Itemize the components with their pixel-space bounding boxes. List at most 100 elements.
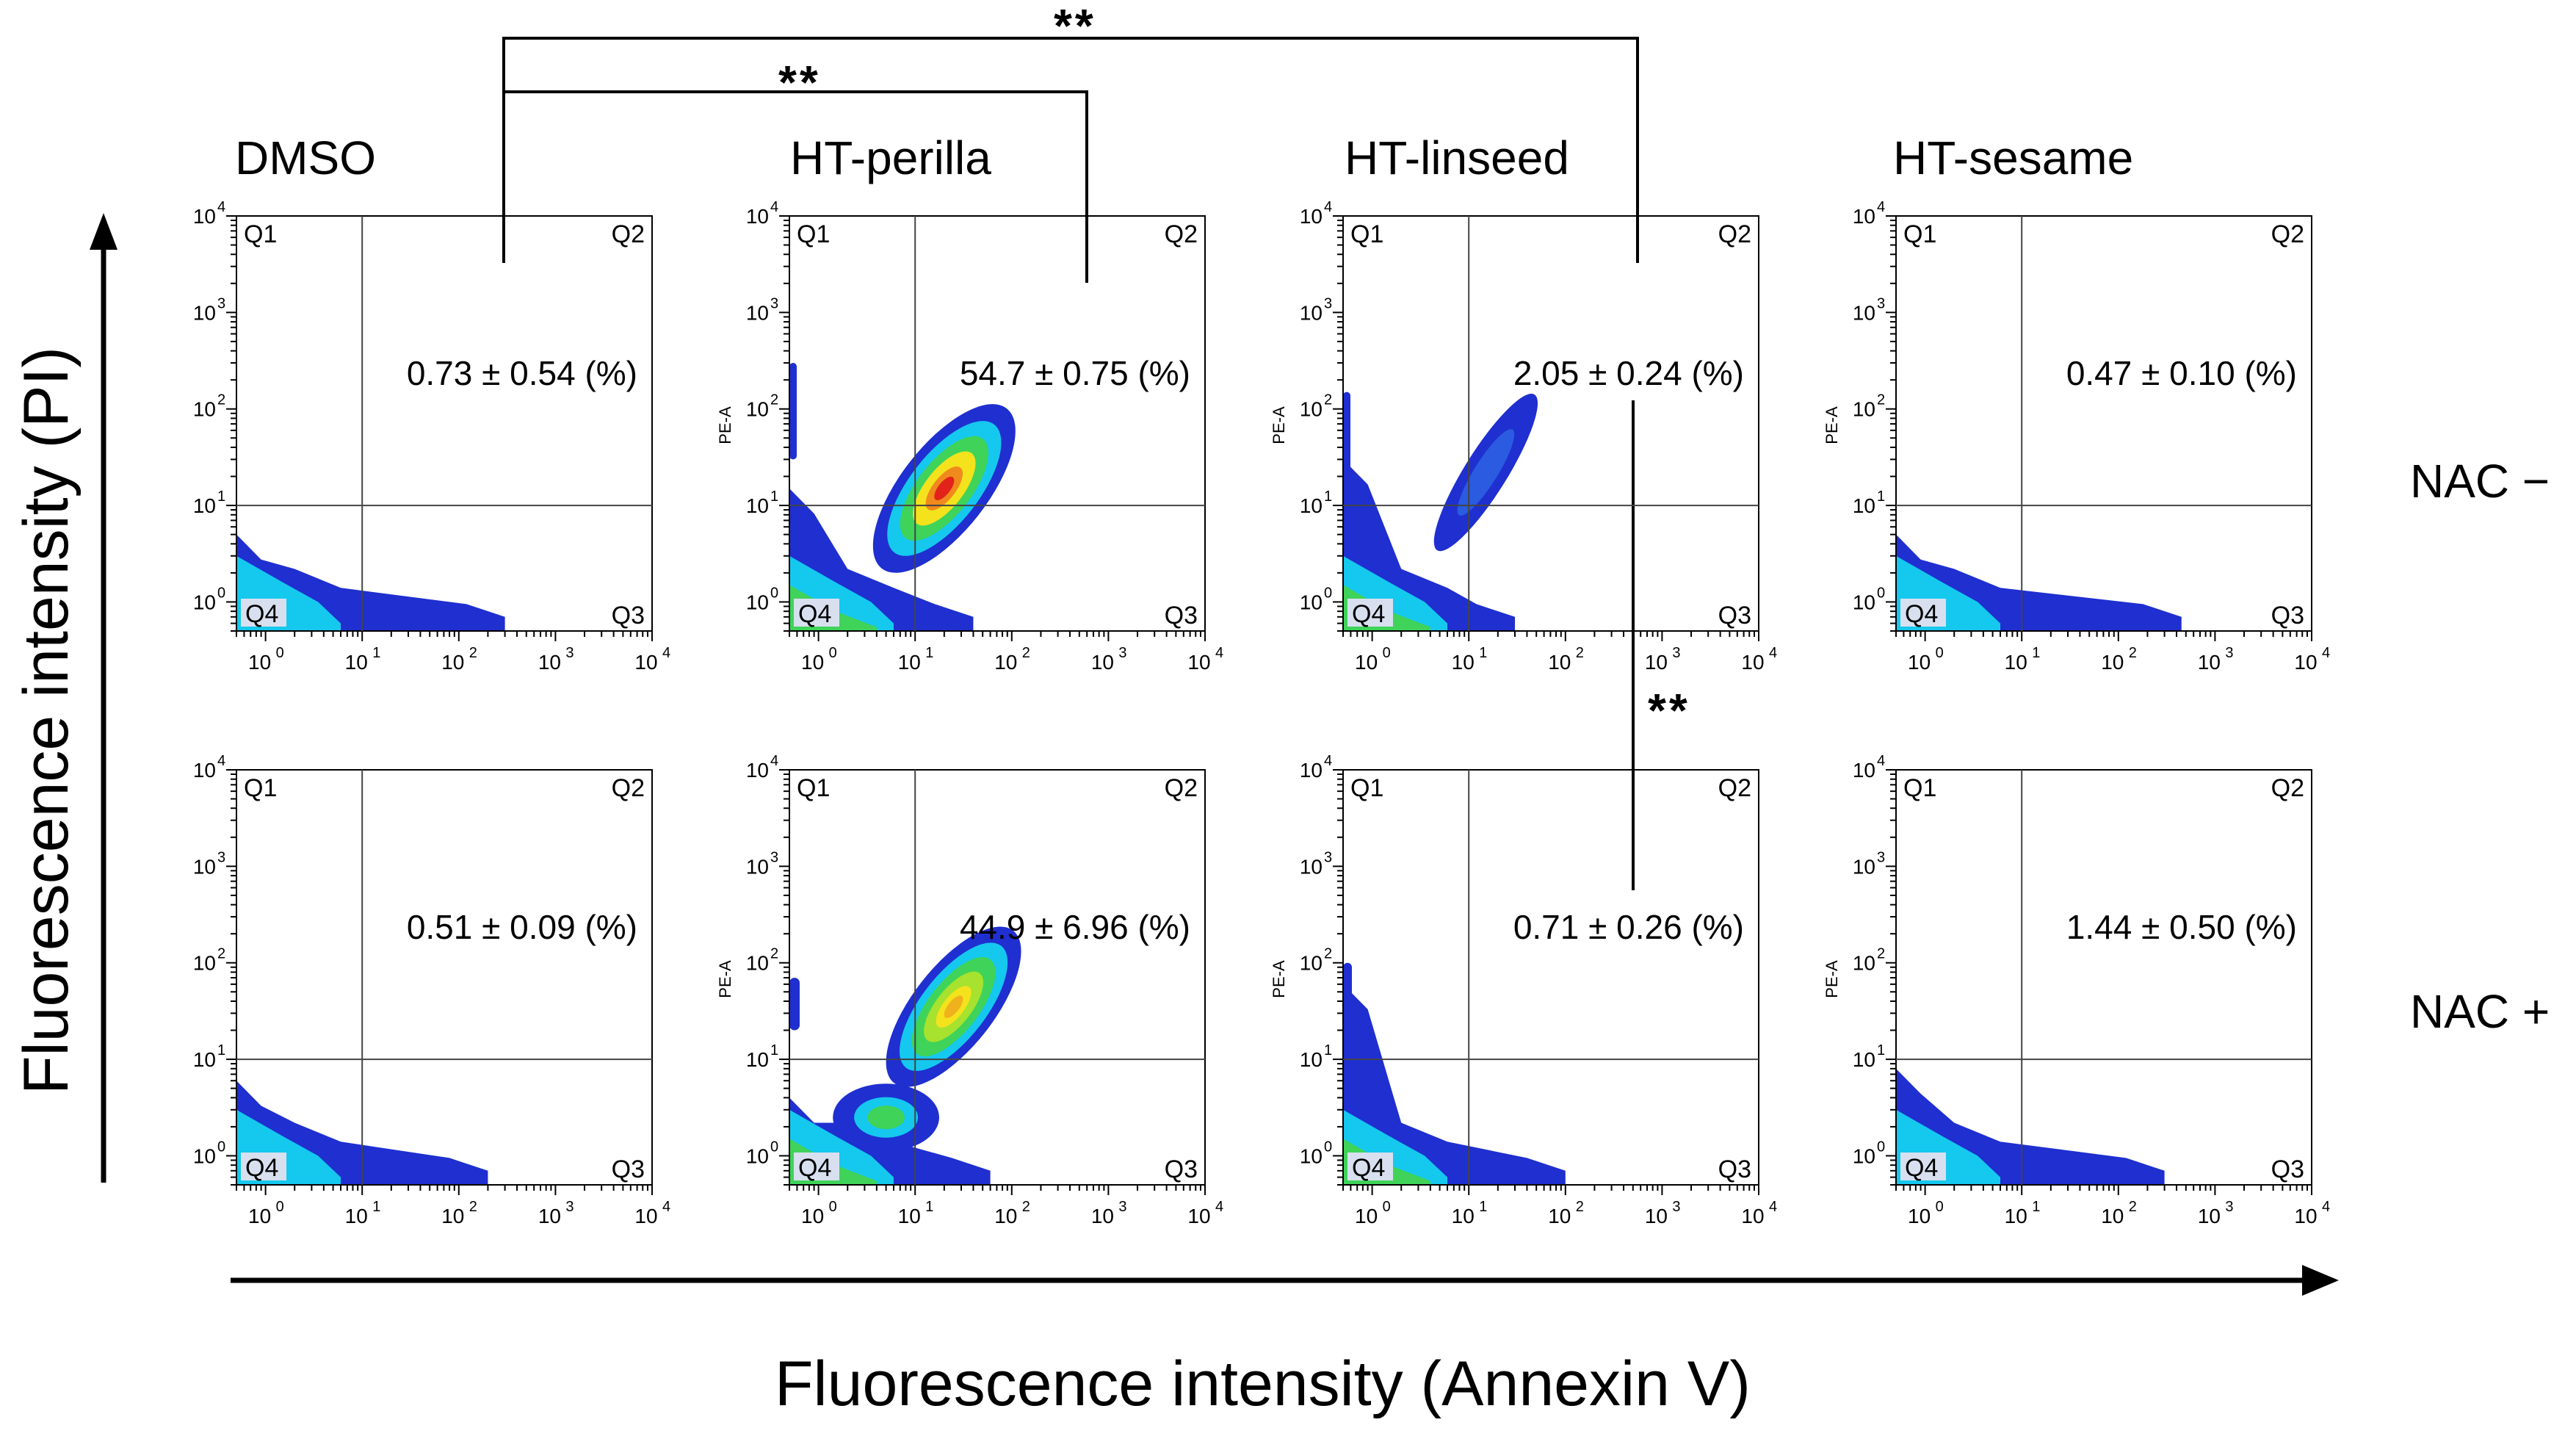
- panel-ht-perilla-nac-minus-y-tick-label: 10: [746, 205, 769, 228]
- panel-ht-perilla-nac-minus-y-tick-exponent: 4: [770, 199, 778, 215]
- panel-dmso-nac-plus-x-tick-label: 10: [345, 1205, 368, 1227]
- panel-ht-perilla-nac-minus-y-tick-label: 10: [746, 591, 769, 613]
- panel-ht-perilla-nac-plus-y-tick-exponent: 2: [770, 946, 778, 962]
- panel-ht-perilla-nac-plus-q1-label: Q1: [797, 774, 830, 802]
- panel-ht-sesame-nac-minus-x-tick-label: 10: [2005, 651, 2027, 674]
- panel-ht-linseed-nac-plus-density: [1343, 962, 1566, 1185]
- x-axis-arrow-head: [2302, 1265, 2339, 1296]
- panel-dmso-nac-minus-q4-label-bg: [241, 599, 286, 627]
- panel-dmso-nac-minus-x-tick-label: 10: [345, 651, 368, 674]
- panel-ht-sesame-nac-minus-y-tick-label: 10: [1853, 205, 1875, 228]
- panel-dmso-nac-plus-y-tick-exponent: 3: [217, 849, 225, 865]
- panel-ht-sesame-nac-plus-y-tick-exponent: 4: [1877, 753, 1885, 769]
- panel-ht-sesame-nac-minus-x-tick-exponent: 4: [2322, 645, 2330, 661]
- panel-dmso-nac-minus-x-tick-exponent: 3: [565, 645, 574, 661]
- panel-ht-sesame-nac-plus-y-tick-label: 10: [1853, 952, 1875, 975]
- panel-ht-linseed-nac-minus-y-tick-label: 10: [1300, 205, 1323, 228]
- panel-dmso-nac-minus-x-tick-exponent: 1: [372, 645, 380, 661]
- panel-dmso-nac-plus-x-tick-exponent: 3: [565, 1199, 574, 1215]
- panel-ht-perilla-nac-plus-x-tick-exponent: 2: [1022, 1199, 1030, 1215]
- panel-ht-linseed-nac-plus-y-tick-label: 10: [1300, 1144, 1323, 1167]
- panel-ht-linseed-nac-minus-y-tick-exponent: 3: [1324, 295, 1332, 311]
- panel-ht-sesame-nac-plus-x-tick-exponent: 0: [1936, 1199, 1944, 1215]
- panel-ht-linseed-nac-minus-y-tick-label: 10: [1300, 494, 1323, 517]
- panel-ht-linseed-nac-plus-x-tick-exponent: 3: [1672, 1199, 1680, 1215]
- panel-ht-linseed-nac-minus-q2-percent: 2.05 ± 0.24 (%): [1513, 354, 1744, 392]
- panel-ht-perilla-nac-minus-x-tick-label: 10: [994, 651, 1017, 674]
- panel-ht-linseed-nac-minus-x-tick-exponent: 4: [1769, 645, 1777, 661]
- panel-ht-linseed-nac-minus-y-tick-exponent: 4: [1324, 199, 1332, 215]
- panel-ht-sesame-nac-plus-x-tick-label: 10: [2294, 1205, 2317, 1227]
- panel-ht-sesame-nac-plus-q2-label: Q2: [2271, 774, 2304, 802]
- panel-ht-sesame-nac-plus-q2-percent: 1.44 ± 0.50 (%): [2066, 908, 2297, 946]
- panel-dmso-nac-plus-y-tick-label: 10: [193, 855, 216, 878]
- panel-ht-perilla-nac-minus-x-tick-exponent: 0: [829, 645, 837, 661]
- panel-dmso-nac-minus-y-tick-label: 10: [193, 494, 216, 517]
- panel-ht-sesame-nac-minus-q4-label: Q4: [1905, 600, 1938, 628]
- panel-ht-perilla-nac-plus-y-tick-label: 10: [746, 1144, 769, 1167]
- panel-ht-perilla-nac-plus-x-tick-exponent: 3: [1118, 1199, 1126, 1215]
- panel-ht-sesame-nac-plus-y-tick-exponent: 1: [1877, 1042, 1885, 1058]
- panel-ht-linseed-nac-minus-y-tick-label: 10: [1300, 301, 1323, 324]
- panel-ht-perilla-nac-minus-q4-label: Q4: [798, 600, 831, 628]
- column-title-dmso: DMSO: [235, 131, 376, 184]
- panel-ht-sesame-nac-minus-y-param-label: PE-A: [1823, 406, 1841, 444]
- panel-ht-sesame-nac-minus-q3-label: Q3: [2271, 602, 2304, 630]
- panel-ht-linseed-nac-plus-y-tick-label: 10: [1300, 1048, 1323, 1071]
- panel-ht-perilla-nac-minus-x-tick-exponent: 3: [1118, 645, 1126, 661]
- panel-ht-linseed-nac-plus-q1-label: Q1: [1350, 774, 1383, 802]
- panel-dmso-nac-minus-y-tick-exponent: 3: [217, 295, 225, 311]
- panel-ht-linseed-nac-plus-x-tick-label: 10: [1741, 1205, 1764, 1227]
- panel-ht-linseed-nac-minus-frame: [1342, 215, 1759, 632]
- panel-dmso-nac-plus-q4-label-bg: [241, 1153, 286, 1180]
- panel-ht-sesame-nac-minus-y-tick-label: 10: [1853, 591, 1875, 613]
- panel-ht-linseed-nac-plus-y-tick-exponent: 3: [1324, 849, 1332, 865]
- panel-ht-sesame-nac-minus-frame: [1895, 215, 2312, 632]
- panel-ht-linseed-nac-minus-y-tick-exponent: 0: [1324, 585, 1332, 601]
- column-title-ht-linseed: HT-linseed: [1345, 131, 1569, 184]
- panel-ht-linseed-nac-minus-q2-label: Q2: [1718, 220, 1751, 248]
- row-label-nac-plus: NAC +: [2410, 985, 2550, 1038]
- panel-dmso-nac-minus-y-tick-exponent: 1: [217, 488, 225, 505]
- panel-dmso-nac-minus-q2-percent: 0.73 ± 0.54 (%): [407, 354, 637, 392]
- panel-ht-sesame-nac-plus-y-param-label: PE-A: [1823, 960, 1841, 998]
- panel-ht-sesame-nac-minus-q4-label-bg: [1900, 599, 1946, 627]
- panel-ht-sesame-nac-plus-x-tick-exponent: 4: [2322, 1199, 2330, 1215]
- panel-ht-perilla-nac-plus-q4-label-bg: [794, 1153, 839, 1180]
- panel-ht-perilla-nac-minus-q4-label-bg: [794, 599, 839, 627]
- panel-ht-perilla-nac-plus-y-param-label: PE-A: [716, 960, 734, 998]
- panel-dmso-nac-plus-y-tick-exponent: 1: [217, 1042, 225, 1058]
- panel-ht-linseed-nac-plus-x-tick-exponent: 0: [1383, 1199, 1391, 1215]
- panel-ht-sesame-nac-plus-y-tick-exponent: 2: [1877, 946, 1885, 962]
- panel-dmso-nac-minus-x-tick-exponent: 4: [662, 645, 670, 661]
- panel-dmso-nac-minus-y-tick-exponent: 4: [217, 199, 225, 215]
- panel-ht-perilla-nac-plus-lower-density-level-2: [867, 1106, 905, 1130]
- panel-dmso-nac-plus-x-tick-exponent: 4: [662, 1199, 670, 1215]
- panel-dmso-nac-minus-x-tick-exponent: 2: [469, 645, 477, 661]
- panel-ht-linseed-nac-plus-y-tick-exponent: 0: [1324, 1139, 1332, 1155]
- panel-ht-linseed-nac-minus-q4-label-bg: [1347, 599, 1393, 627]
- panel-ht-linseed-nac-minus-y-tick-label: 10: [1300, 398, 1323, 421]
- panel-ht-perilla-nac-plus-x-tick-label: 10: [898, 1205, 921, 1227]
- panel-ht-sesame-nac-plus-x-tick-label: 10: [2101, 1205, 2124, 1227]
- panel-ht-linseed-nac-plus-x-tick-exponent: 2: [1576, 1199, 1584, 1215]
- bracket-dmso-perilla: [504, 90, 1088, 283]
- panel-ht-linseed-nac-minus-x-tick-label: 10: [1741, 651, 1764, 674]
- panel-ht-perilla-nac-plus-density-level-5: [944, 995, 963, 1018]
- panel-dmso-nac-plus-q2-percent: 0.51 ± 0.09 (%): [407, 908, 637, 946]
- panel-dmso-nac-plus-y-tick-label: 10: [193, 759, 216, 782]
- panel-dmso-nac-minus-y-tick-exponent: 0: [217, 585, 225, 601]
- panel-ht-sesame-nac-minus-y-tick-exponent: 3: [1877, 295, 1885, 311]
- panel-dmso-nac-plus-y-tick-label: 10: [193, 1048, 216, 1071]
- panel-ht-linseed-nac-minus-x-tick-label: 10: [1548, 651, 1571, 674]
- panel-ht-perilla-nac-minus-y-tick-label: 10: [746, 494, 769, 517]
- panel-ht-sesame-nac-minus-y-tick-exponent: 2: [1877, 392, 1885, 408]
- panel-dmso-nac-minus-x-tick-exponent: 0: [276, 645, 284, 661]
- panel-ht-perilla-nac-minus-q2-label: Q2: [1165, 220, 1198, 248]
- panel-ht-sesame-nac-minus-y-tick-exponent: 4: [1877, 199, 1885, 215]
